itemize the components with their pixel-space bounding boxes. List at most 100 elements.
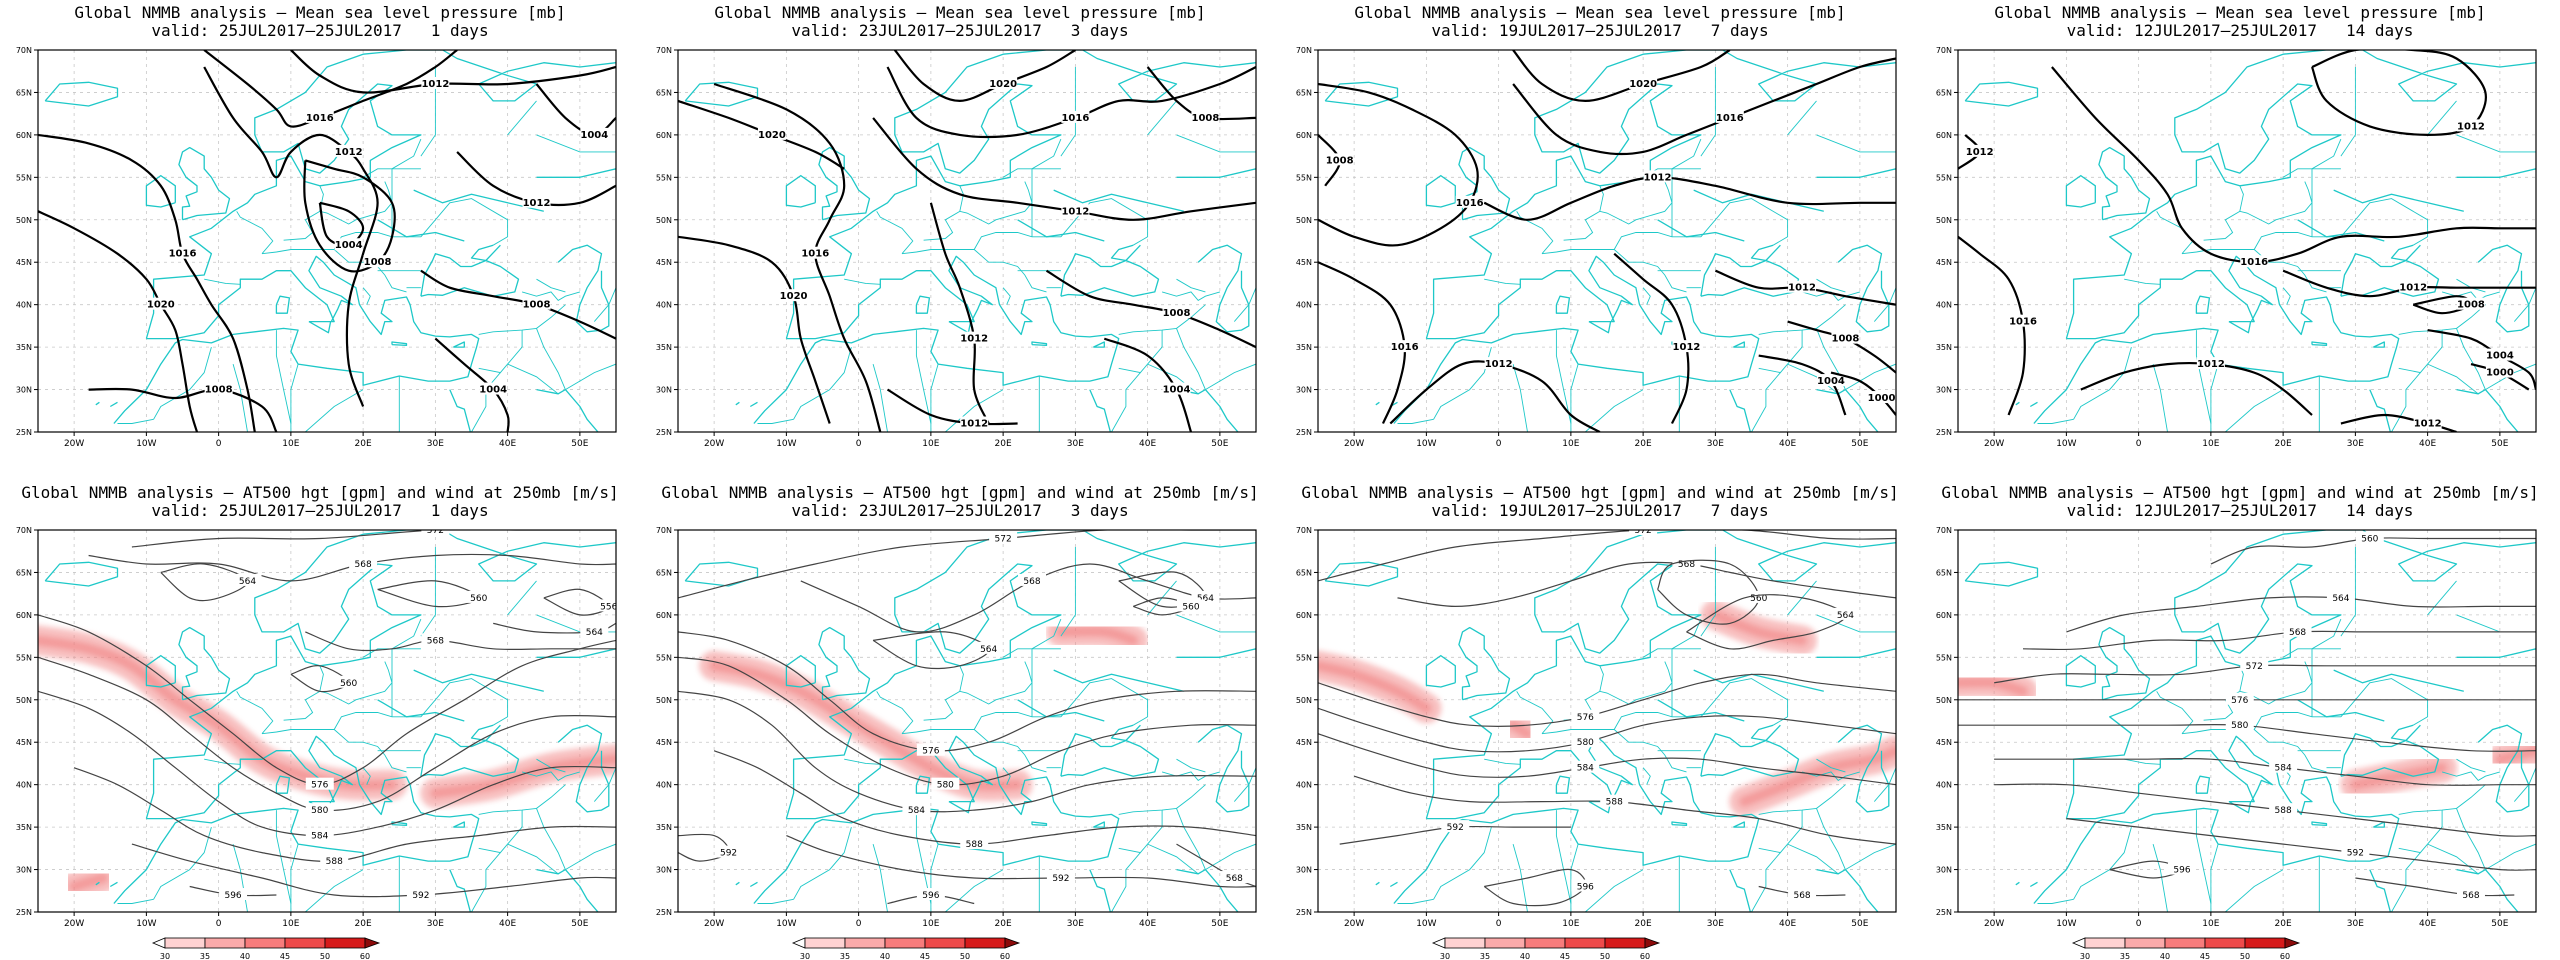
country-border [290,363,299,432]
country-border [420,67,436,157]
country-border [872,843,888,912]
coastline [1425,174,1456,208]
coastline [1693,189,1824,212]
coastline [1197,244,1250,333]
contour-label: 564 [1197,594,1214,604]
country-border [1060,67,1076,157]
panel-title: Global NMMB analysis – Mean sea level pr… [1354,3,1846,22]
coastline [1324,561,1399,587]
contour-label-bg [2269,760,2298,773]
height-contour [2355,877,2515,897]
lon-tick-label: 10W [136,439,156,449]
lat-tick-label: 35N [16,343,32,352]
height-contour [678,530,1256,599]
lat-tick-label: 50N [656,216,672,225]
lon-tick-label: 10W [2056,919,2076,929]
coastline [453,341,465,348]
country-border [261,712,421,735]
country-border [2152,843,2168,912]
lon-tick-label: 10W [136,919,156,929]
contour-label: 1012 [1485,359,1513,370]
country-border [1570,843,1579,912]
colorbar-label: 40 [880,952,890,960]
panel-title: Global NMMB analysis – AT500 hgt [gpm] a… [1301,483,1899,502]
contour-label-bg [479,382,508,395]
country-border [1845,363,1896,390]
country-border [507,100,537,136]
contour-label: 588 [326,857,343,867]
country-border [2037,898,2074,904]
lon-tick-label: 40E [1779,439,1796,449]
country-border [1585,869,1644,912]
lat-tick-label: 60N [1296,131,1312,140]
contour-label-bg [1061,110,1090,123]
coastline [2195,295,2211,314]
country-border [2282,287,2291,305]
lon-tick-label: 0 [1496,919,1502,929]
country-border [1176,134,1256,153]
lon-tick-label: 40E [1139,919,1156,929]
panel-title: Global NMMB analysis – Mean sea level pr… [74,3,566,22]
country-border [420,678,509,726]
coastline [785,174,816,208]
contour-label-bg [522,195,551,208]
coastline [413,189,544,212]
lat-tick-label: 40N [1936,781,1952,790]
lon-tick-label: 30E [2347,439,2364,449]
contour-label-bg [1191,110,1220,123]
contour-label-bg [2196,357,2225,370]
panel-valid-date: valid: 19JUL2017–25JUL2017 7 days [1431,501,1769,520]
coastline [1750,244,1781,262]
coastline [1729,869,1752,912]
coastline [2369,869,2392,912]
lon-tick-label: 20W [1344,919,1364,929]
panel-title: Global NMMB analysis – Mean sea level pr… [714,3,1206,22]
map-canvas: 572 568 564 560 556 564 576 568 580 584 588 592 596 5… [16,526,617,960]
coastline [1110,724,1141,742]
country-border [1512,363,1528,432]
lat-tick-label: 25N [656,908,672,917]
coastline [818,626,871,701]
wind-colorbar: 30 35 40 45 50 60 [2071,937,2301,960]
country-border [2037,418,2074,424]
contour-label: 560 [340,679,357,689]
coastline [145,530,616,819]
contour-label: 584 [1577,764,1594,774]
country-border [362,168,421,178]
lon-tick-label: 40E [499,919,516,929]
map-frame [37,529,617,913]
coastline [1425,50,1896,339]
isobar [886,388,1018,426]
contour-label: 1008 [1832,334,1860,345]
panel-title: Global NMMB analysis – Mean sea level pr… [1994,3,2486,22]
contour-label: 1004 [335,240,363,251]
colorbar-segment [2084,937,2126,949]
coastline [470,244,501,262]
coastline [1093,341,1105,348]
country-border [2340,198,2429,246]
coastline [2098,626,2151,701]
coastline [1729,389,1752,432]
country-border [1700,67,1716,157]
panel-valid-date: valid: 25JUL2017–25JUL2017 1 days [151,21,489,40]
contour-label: 1020 [989,79,1017,90]
coastline [785,50,1256,339]
lon-tick-label: 20W [1344,439,1364,449]
contour-label: 572 [2246,662,2263,672]
contour-label-bg [2326,590,2355,603]
country-border [1541,232,1701,255]
coastline [2029,401,2038,408]
coastline [1837,724,1890,813]
height-contour [786,835,1256,888]
country-border [593,287,616,322]
colorbar-segment [884,937,926,949]
colorbar-arrow-left [2071,937,2086,949]
country-border [1541,712,1701,735]
lon-tick-label: 10W [776,439,796,449]
colorbar-segment [204,937,246,949]
height-contour [1686,594,1847,650]
contour-label-bg [960,331,989,344]
country-border [2441,771,2501,781]
contour-label: 596 [224,891,241,901]
colorbar-label: 30 [2080,952,2090,960]
